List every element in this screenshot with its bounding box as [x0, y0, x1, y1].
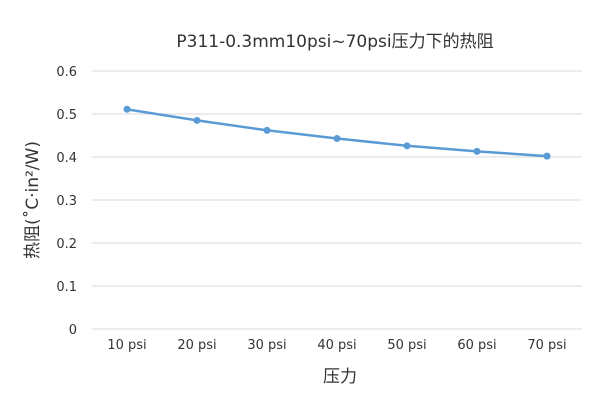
y-tick-label: 0.4: [56, 151, 77, 166]
chart-title: P311-0.3mm10psi~70psi压力下的热阻: [176, 32, 493, 52]
y-tick-labels: 0 0.1 0.2 0.3 0.4 0.5 0.6: [56, 65, 77, 338]
y-tick-label: 0.1: [56, 280, 77, 295]
x-tick-label: 60 psi: [457, 338, 496, 353]
data-point: [543, 152, 551, 160]
x-tick-label: 40 psi: [317, 338, 356, 353]
data-point: [263, 126, 271, 134]
data-point: [193, 116, 201, 124]
x-tick-label: 30 psi: [247, 338, 286, 353]
x-tick-labels: 10 psi 20 psi 30 psi 40 psi 50 psi 60 psi 70 p…: [107, 338, 566, 353]
x-tick-label: 10 psi: [107, 338, 146, 353]
x-tick-label: 20 psi: [177, 338, 216, 353]
data-point: [403, 142, 411, 150]
x-tick-label: 50 psi: [387, 338, 426, 353]
y-tick-label: 0.6: [56, 65, 77, 80]
y-tick-label: 0.2: [56, 237, 77, 252]
data-point: [123, 105, 131, 113]
series-layer: [123, 105, 551, 160]
y-tick-label: 0.3: [56, 194, 77, 209]
series-line: [125, 108, 549, 158]
data-point: [333, 135, 341, 143]
y-tick-label: 0.5: [56, 108, 77, 123]
y-axis-title: 热阻(˚C·in²/W): [22, 141, 43, 259]
x-axis-title: 压力: [323, 367, 357, 387]
data-point: [473, 147, 481, 155]
gridlines: [92, 70, 582, 330]
y-tick-label: 0: [69, 323, 77, 338]
x-tick-label: 70 psi: [527, 338, 566, 353]
